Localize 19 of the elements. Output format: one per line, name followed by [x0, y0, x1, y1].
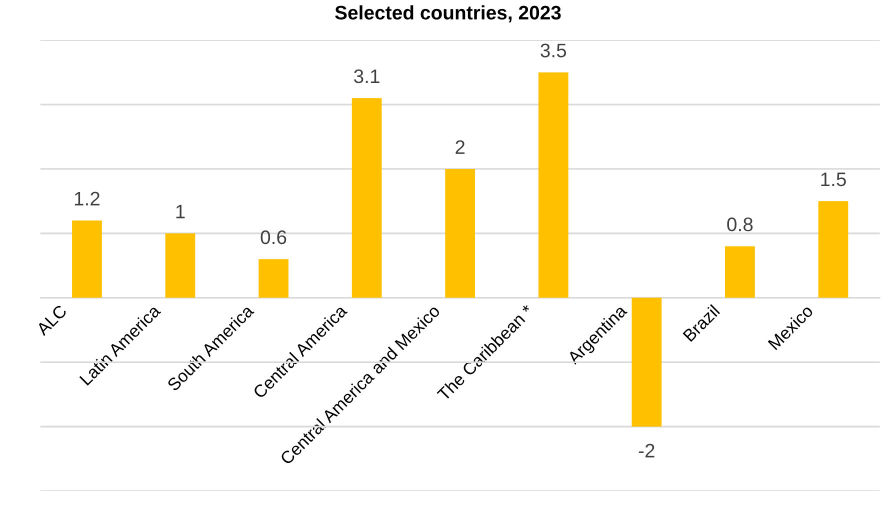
bar — [445, 168, 476, 298]
data-label: 0.8 — [727, 218, 753, 232]
data-label: 0.6 — [260, 230, 286, 244]
bar — [165, 233, 196, 298]
bar — [725, 246, 755, 298]
bar — [258, 259, 288, 298]
data-label: 2 — [456, 140, 465, 154]
data-label: 1.5 — [821, 172, 846, 186]
bar — [538, 72, 568, 298]
data-label: 3.1 — [354, 69, 380, 84]
bar — [352, 98, 382, 298]
chart-title: Selected countries, 2023 — [335, 5, 561, 22]
data-label: -2 — [638, 444, 654, 458]
data-label: 3.5 — [540, 44, 566, 58]
bar — [632, 298, 662, 427]
data-label: 1.2 — [74, 192, 100, 206]
bar — [818, 201, 848, 298]
bar — [72, 220, 102, 298]
data-label: 1 — [176, 204, 185, 218]
